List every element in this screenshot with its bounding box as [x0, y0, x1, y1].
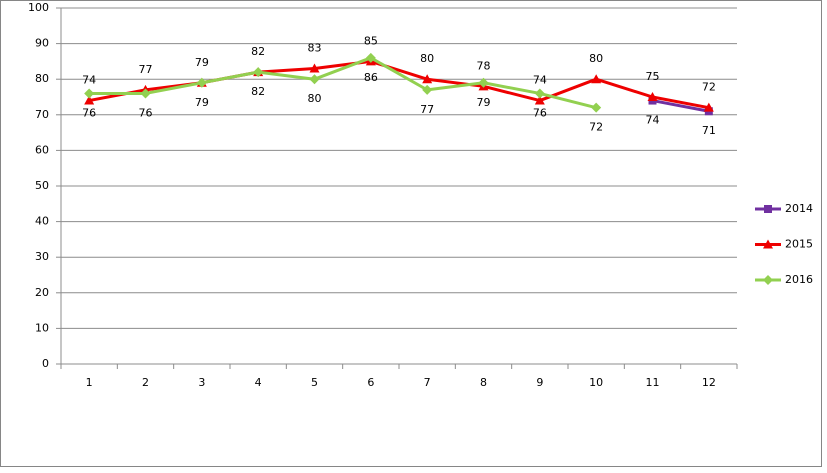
data-point	[422, 74, 433, 84]
x-tick-label: 10	[589, 376, 603, 389]
x-tick-label: 9	[536, 376, 543, 389]
data-label: 85	[364, 34, 378, 47]
x-tick-label: 11	[646, 376, 660, 389]
data-label: 76	[533, 106, 547, 119]
data-label: 76	[139, 106, 153, 119]
data-label: 76	[82, 106, 96, 119]
data-point	[703, 102, 714, 112]
data-label: 75	[646, 70, 660, 83]
data-point	[591, 74, 602, 84]
data-label: 77	[420, 103, 434, 116]
data-point	[140, 88, 151, 99]
data-label: 79	[477, 96, 491, 109]
x-tick-label: 8	[480, 376, 487, 389]
x-tick-label: 3	[198, 376, 205, 389]
data-point	[422, 84, 433, 95]
y-tick-label: 0	[42, 357, 49, 370]
y-tick-label: 30	[35, 250, 49, 263]
data-point	[84, 95, 95, 105]
data-label: 86	[364, 71, 378, 84]
data-label: 74	[646, 114, 660, 127]
data-point	[365, 52, 376, 63]
y-tick-label: 20	[35, 286, 49, 299]
data-label: 72	[702, 81, 716, 94]
legend-marker	[764, 205, 772, 213]
data-point	[534, 88, 545, 99]
data-label: 74	[533, 74, 547, 87]
data-point	[84, 88, 95, 99]
data-label: 79	[195, 56, 209, 69]
data-label: 82	[251, 45, 265, 58]
y-tick-label: 80	[35, 72, 49, 85]
legend-label: 2016	[785, 273, 813, 286]
data-point	[478, 77, 489, 88]
y-tick-label: 40	[35, 215, 49, 228]
data-label: 78	[477, 59, 491, 72]
x-tick-label: 6	[367, 376, 374, 389]
x-tick-label: 2	[142, 376, 149, 389]
y-tick-label: 90	[35, 37, 49, 50]
data-label: 74	[82, 74, 96, 87]
data-label: 80	[589, 52, 603, 65]
data-label: 79	[195, 96, 209, 109]
data-point	[309, 63, 320, 73]
data-point	[309, 74, 320, 85]
legend-marker	[763, 275, 773, 285]
x-tick-label: 5	[311, 376, 318, 389]
y-tick-label: 100	[28, 1, 49, 14]
x-tick-label: 1	[86, 376, 93, 389]
data-point	[591, 102, 602, 113]
data-label: 82	[251, 85, 265, 98]
legend-label: 2014	[785, 202, 813, 215]
legend-label: 2015	[785, 238, 813, 251]
data-point	[647, 92, 658, 101]
data-label: 71	[702, 124, 716, 137]
y-tick-label: 60	[35, 143, 49, 156]
data-label: 83	[308, 42, 322, 55]
data-label: 72	[589, 121, 603, 134]
series-line	[652, 99, 710, 113]
x-tick-label: 7	[424, 376, 431, 389]
y-tick-label: 50	[35, 179, 49, 192]
y-tick-label: 70	[35, 108, 49, 121]
legend-marker	[763, 239, 773, 249]
data-point	[534, 95, 545, 105]
x-tick-label: 12	[702, 376, 716, 389]
data-label: 80	[420, 52, 434, 65]
series-line	[89, 56, 597, 110]
y-tick-label: 10	[35, 321, 49, 334]
x-tick-label: 4	[255, 376, 262, 389]
data-point	[196, 77, 207, 88]
data-label: 77	[139, 63, 153, 76]
data-point	[253, 67, 264, 78]
data-label: 80	[308, 92, 322, 105]
